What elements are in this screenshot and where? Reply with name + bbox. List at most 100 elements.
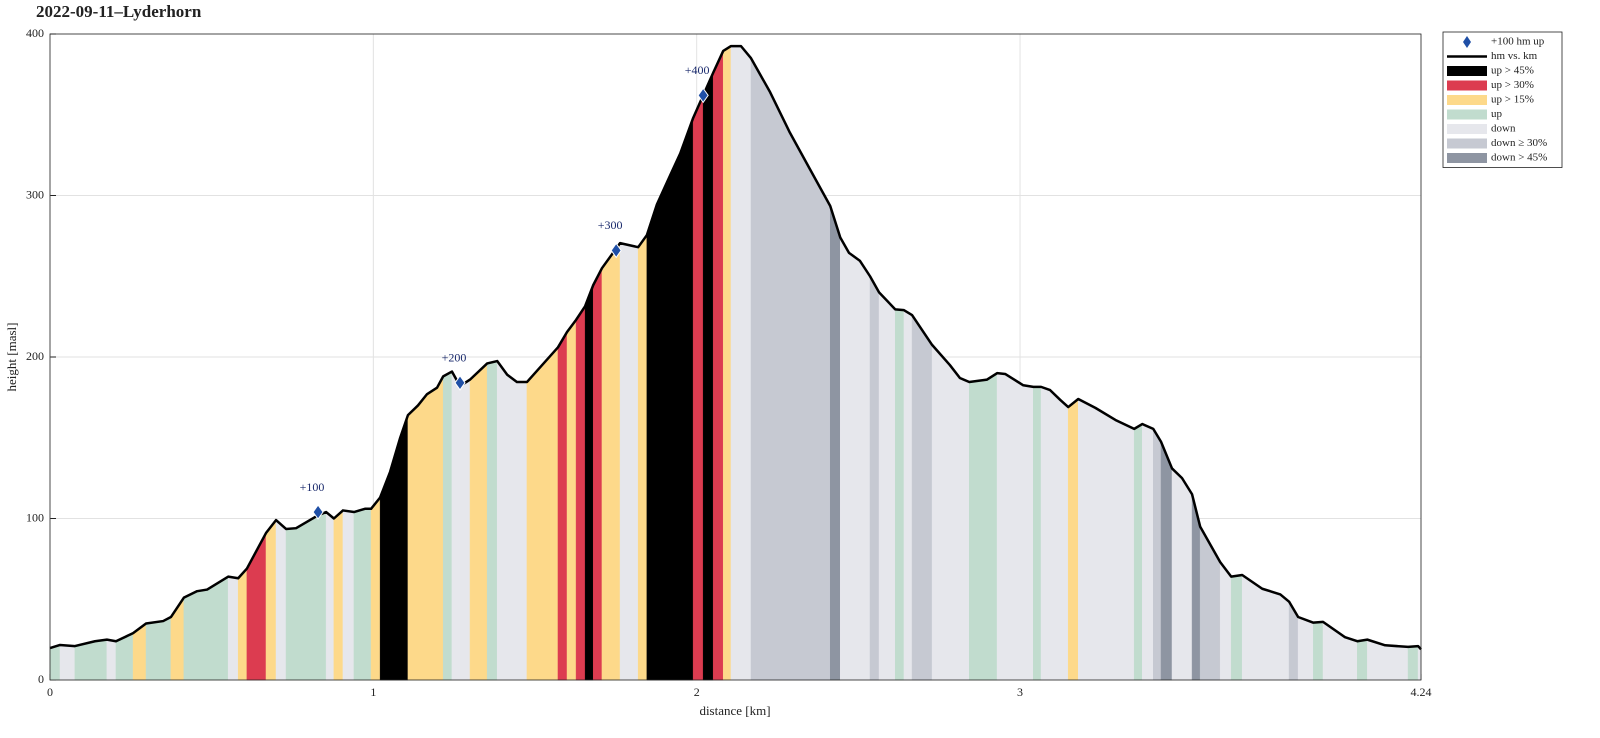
slope-band bbox=[869, 275, 880, 681]
slope-band bbox=[237, 567, 248, 681]
y-tick-label: 100 bbox=[26, 510, 44, 524]
slope-band bbox=[1357, 639, 1368, 681]
legend-label: hm vs. km bbox=[1491, 50, 1538, 62]
slope-band bbox=[59, 644, 76, 681]
slope-band bbox=[469, 362, 488, 681]
slope-band bbox=[1133, 423, 1143, 681]
slope-band bbox=[1219, 561, 1232, 681]
marker-label: +200 bbox=[442, 351, 467, 365]
legend-swatch bbox=[1447, 138, 1487, 149]
slope-band bbox=[931, 344, 970, 681]
slope-band bbox=[1171, 467, 1193, 681]
slope-band bbox=[49, 644, 61, 681]
slope-band bbox=[646, 117, 694, 681]
slope-band bbox=[702, 72, 714, 681]
slope-band bbox=[575, 305, 586, 681]
legend-swatch bbox=[1447, 80, 1487, 91]
legend-swatch bbox=[1447, 66, 1487, 76]
legend-label: down ≥ 30% bbox=[1491, 137, 1547, 149]
slope-band bbox=[353, 508, 372, 681]
slope-band bbox=[592, 268, 603, 681]
slope-band bbox=[342, 510, 355, 681]
slope-band bbox=[1067, 398, 1079, 681]
x-tick-label: 3 bbox=[1017, 685, 1023, 699]
slope-band bbox=[840, 236, 850, 681]
marker bbox=[454, 374, 466, 391]
slope-band bbox=[486, 360, 498, 681]
slope-band bbox=[894, 309, 905, 681]
slope-band bbox=[1297, 616, 1314, 681]
slope-band bbox=[722, 45, 732, 681]
slope-band bbox=[333, 509, 344, 681]
x-tick-label: 2 bbox=[694, 685, 700, 699]
x-tick-label: 1 bbox=[370, 685, 376, 699]
legend-label: down bbox=[1491, 123, 1516, 135]
legend-marker bbox=[1463, 36, 1471, 48]
slope-band bbox=[750, 57, 831, 681]
slope-band bbox=[1078, 398, 1135, 681]
slope-band bbox=[1230, 574, 1243, 681]
slope-band bbox=[969, 372, 998, 681]
slope-band bbox=[325, 511, 335, 681]
slope-band bbox=[1153, 427, 1162, 681]
slope-band bbox=[106, 639, 117, 681]
slope-band bbox=[730, 45, 752, 681]
slope-band bbox=[619, 242, 639, 681]
y-tick-label: 300 bbox=[26, 187, 44, 201]
slope-band bbox=[265, 519, 277, 681]
slope-band bbox=[1322, 621, 1358, 681]
legend-swatch bbox=[1447, 95, 1487, 105]
slope-band bbox=[1313, 621, 1324, 681]
legend-label: up > 15% bbox=[1491, 94, 1534, 106]
legend-swatch bbox=[1447, 109, 1487, 120]
slope-band bbox=[246, 532, 267, 681]
legend-swatch bbox=[1447, 124, 1487, 134]
slope-band bbox=[1407, 645, 1419, 681]
slope-band bbox=[407, 376, 444, 681]
y-tick-label: 400 bbox=[26, 26, 44, 40]
chart-title: 2022-09-11–Lyderhorn bbox=[36, 2, 202, 21]
slope-band bbox=[1142, 423, 1154, 681]
slope-band bbox=[584, 285, 594, 681]
slope-band bbox=[601, 242, 621, 681]
x-tick-label: 4.24 bbox=[1411, 685, 1432, 699]
marker-label: +400 bbox=[685, 63, 710, 77]
marker-label: +300 bbox=[598, 218, 623, 232]
slope-band bbox=[170, 596, 185, 681]
y-tick-label: 0 bbox=[38, 672, 44, 686]
slope-band bbox=[1199, 525, 1221, 681]
slope-band bbox=[370, 496, 381, 681]
legend-swatch bbox=[1447, 153, 1487, 163]
slope-band bbox=[442, 371, 453, 681]
slope-band bbox=[557, 331, 568, 681]
plot-frame bbox=[49, 33, 1422, 681]
slope-band bbox=[848, 252, 871, 681]
slope-band bbox=[996, 372, 1034, 681]
slope-band bbox=[1160, 441, 1173, 681]
slope-band bbox=[566, 319, 577, 681]
slope-band bbox=[903, 309, 913, 681]
y-axis-label: height [masl] bbox=[4, 323, 19, 392]
slope-band bbox=[712, 50, 724, 681]
legend-label: up > 45% bbox=[1491, 65, 1534, 77]
profile-line bbox=[49, 44, 1422, 651]
slope-band bbox=[227, 576, 239, 681]
legend-label: up > 30% bbox=[1491, 79, 1534, 91]
slope-band bbox=[1417, 645, 1422, 681]
legend-label: down > 45% bbox=[1491, 152, 1547, 164]
marker-label: +100 bbox=[300, 480, 325, 494]
slope-band bbox=[496, 360, 528, 681]
slope-band bbox=[1033, 386, 1042, 681]
slope-band bbox=[878, 291, 896, 681]
slope-band bbox=[829, 205, 841, 681]
slope-band bbox=[637, 234, 648, 681]
marker bbox=[312, 504, 324, 520]
marker bbox=[697, 87, 709, 104]
slope-band bbox=[526, 346, 559, 681]
slope-band bbox=[692, 95, 704, 681]
slope-band bbox=[275, 519, 287, 681]
y-tick-label: 200 bbox=[26, 349, 44, 363]
x-tick-label: 0 bbox=[47, 685, 53, 699]
marker bbox=[610, 242, 622, 259]
